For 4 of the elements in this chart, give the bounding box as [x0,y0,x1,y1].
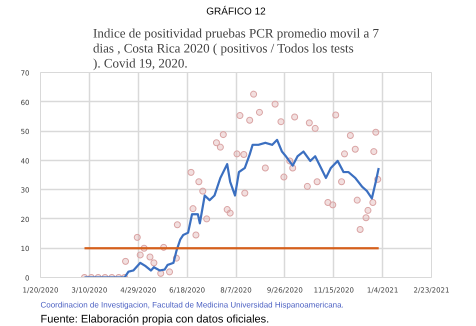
chart-subtitle: Indice de positividad pruebas PCR promedio movil a 7 dias , Costa Rica 2020 ( positivos / Todos los tests ). Covid 19, 2020. [93,26,380,70]
chart-title: GRÁFICO 12 [206,6,266,18]
text: Coordinacion de Investigacion, Facultad de Medicina Universidad Hispanoamericana. [40,300,344,310]
source-note: Fuente: Elaboración propia con datos oficiales. [40,314,270,326]
